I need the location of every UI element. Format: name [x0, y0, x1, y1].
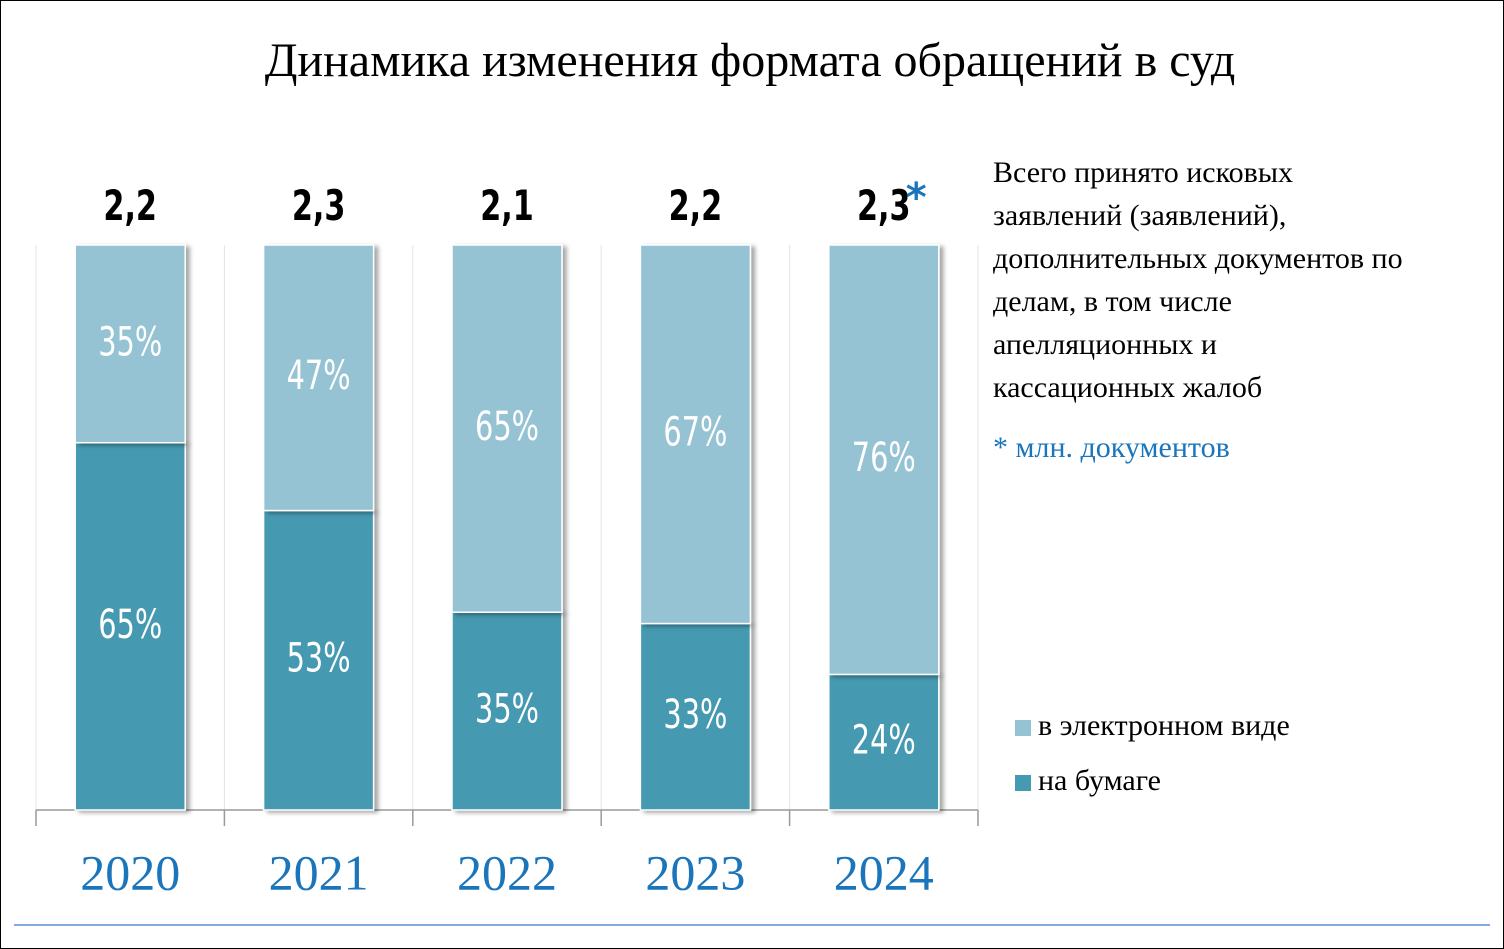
description: дополнительных документов по — [993, 242, 1403, 275]
x-tick-label: 2022 — [457, 844, 557, 900]
total-label: 2,1 — [480, 181, 534, 230]
x-tick-label: 2024 — [834, 844, 934, 900]
bar-segment — [451, 611, 563, 811]
description: заявлений (заявлений), — [993, 199, 1286, 232]
value-label: 33% — [663, 693, 727, 739]
bar-segment — [639, 622, 752, 811]
value-label: 76% — [852, 436, 916, 482]
value-label: 53% — [287, 636, 351, 682]
legend-label: в электронном виде — [1038, 709, 1290, 742]
value-label: 47% — [287, 354, 351, 400]
description: апелляционных и — [993, 328, 1217, 361]
bar-segment — [262, 509, 375, 811]
x-tick-label: 2021 — [269, 844, 369, 900]
legend-label: на бумаге — [1038, 764, 1161, 797]
total-label: 2,3 — [857, 181, 911, 230]
legend-swatch — [1015, 775, 1031, 791]
bar-segment — [639, 244, 752, 625]
value-label: 65% — [98, 602, 162, 648]
total-label: 2,2 — [669, 181, 723, 230]
legend-swatch — [1015, 720, 1031, 736]
bar-segment — [451, 244, 563, 613]
bar-segment — [828, 244, 940, 676]
x-tick-label: 2023 — [645, 844, 745, 900]
total-marker: * — [906, 175, 927, 221]
bar-segment — [74, 442, 186, 811]
bar-segment — [828, 673, 940, 811]
x-tick-label: 2020 — [80, 844, 180, 900]
value-label: 65% — [475, 405, 539, 451]
bar-segment — [262, 244, 375, 512]
total-label: 2,3 — [292, 181, 346, 230]
value-label: 35% — [475, 687, 539, 733]
value-label: 35% — [98, 320, 162, 366]
bar-segment — [74, 244, 186, 444]
description: делам, в том числе — [993, 285, 1232, 318]
description: Всего принято исковых — [993, 156, 1293, 189]
value-label: 24% — [852, 718, 916, 764]
value-label: 67% — [663, 410, 727, 456]
description: кассационных жалоб — [993, 371, 1262, 404]
total-label: 2,2 — [103, 181, 157, 230]
annotation: * млн. документов — [993, 431, 1230, 464]
chart-title: Динамика изменения формата обращений в с… — [265, 34, 1236, 87]
